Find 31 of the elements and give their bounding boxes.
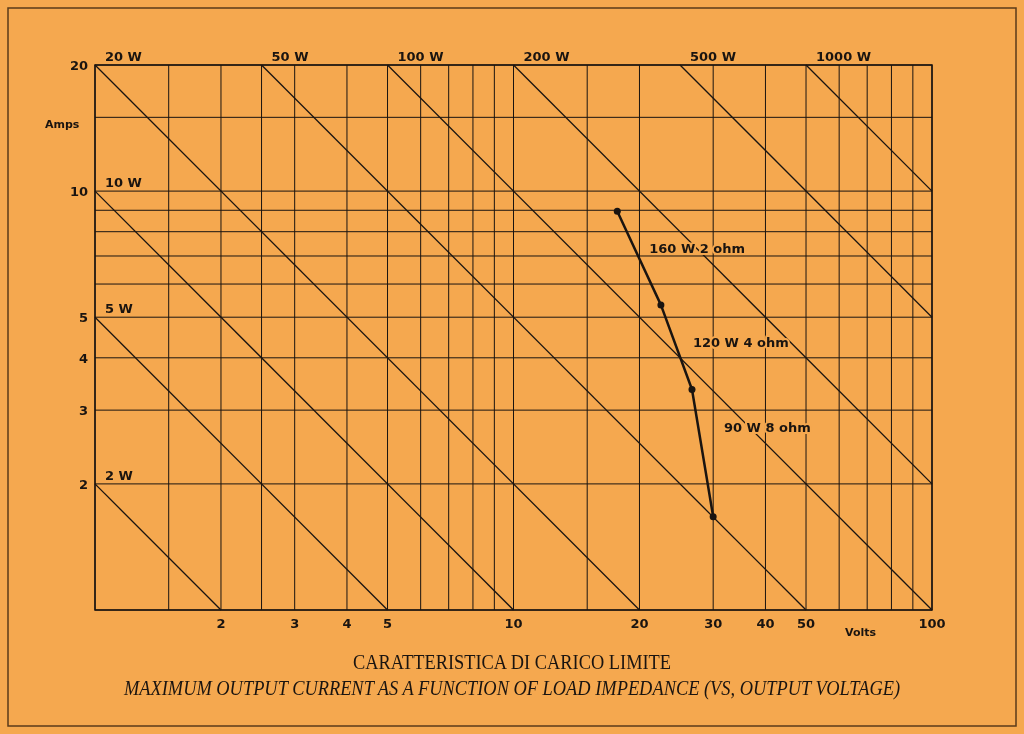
x-tick-label: 30 [704,616,723,631]
text: MAXIMUM OUTPUT CURRENT AS A FUNCTION OF LOAD IMPEDANCE (VS, OUTPUT VOLTAGE) [122,677,901,701]
y-tick-label: 3 [78,403,88,419]
x-axis-title: Volts [845,626,877,639]
series-label: 1000 W [816,49,872,64]
series-label: 2 W [105,467,133,483]
series-label: 20 W [105,49,142,64]
y-tick-label: 2 [78,476,88,492]
y-tick-label: 4 [78,350,88,366]
x-tick-label: 10 [504,616,523,631]
x-tick-label: 50 [796,616,816,631]
x-tick-label: 100 [918,616,946,631]
x-tick-label: 4 [342,616,352,631]
annotation: 160 W 2 ohm [649,241,746,257]
y-tick-label: 5 [78,310,88,326]
x-tick-label: 2 [216,616,226,631]
series-label: 10 W [105,175,142,191]
series-label: 500 W [690,49,737,64]
x-tick-label: 20 [630,616,649,631]
annotation: 90 W 8 ohm [723,419,811,435]
series-label: 100 W [397,49,444,64]
y-axis-title: Amps [45,118,80,131]
x-tick-label: 5 [383,616,393,631]
text: CARATTERISTICA DI CARICO LIMITE [352,651,672,674]
x-tick-label: 3 [290,616,300,631]
series-label: 200 W [523,49,570,64]
x-tick-label: 40 [756,616,775,631]
y-tick-label: 10 [69,184,88,200]
series-label: 5 W [105,301,133,317]
series-label: 50 W [271,49,309,64]
y-tick-label: 20 [69,58,88,73]
